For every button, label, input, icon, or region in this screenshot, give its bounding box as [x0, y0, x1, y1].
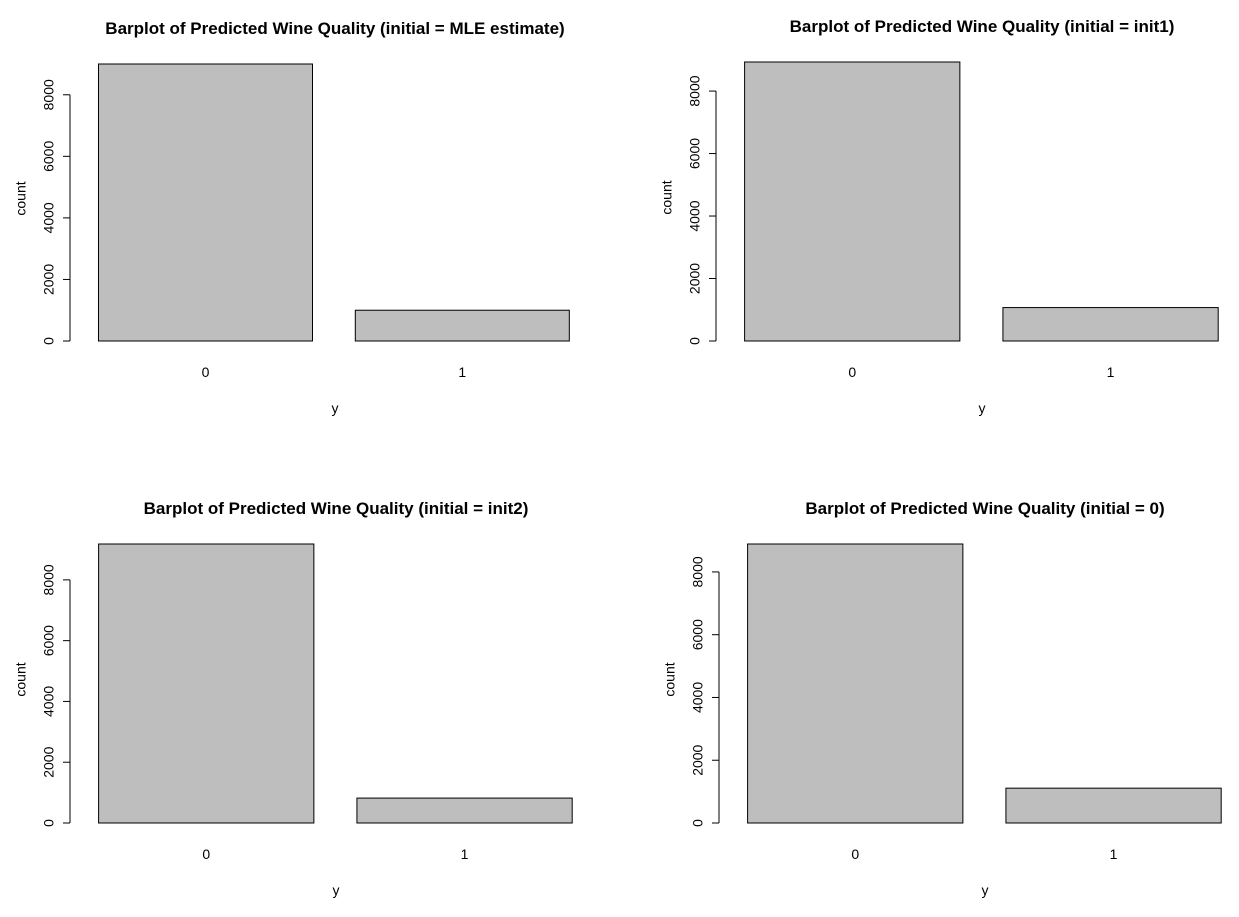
y-tick-label: 4000	[41, 686, 57, 717]
y-tick-label: 8000	[690, 556, 706, 587]
chart-panel-4: Barplot of Predicted Wine Quality (initi…	[662, 499, 1222, 898]
chart-title: Barplot of Predicted Wine Quality (initi…	[805, 499, 1164, 518]
y-axis-label: count	[13, 181, 29, 215]
bar-0	[98, 543, 315, 824]
y-axis-label: count	[13, 662, 29, 696]
bar-1	[1005, 787, 1222, 824]
chart-title: Barplot of Predicted Wine Quality (initi…	[144, 499, 529, 518]
chart-panel-2: Barplot of Predicted Wine Quality (initi…	[659, 17, 1219, 416]
x-axis-label: y	[979, 400, 986, 416]
y-tick-label: 0	[687, 337, 703, 345]
bar-0	[97, 63, 313, 342]
bar-1	[354, 309, 570, 342]
x-tick-label: 0	[202, 364, 210, 380]
bar-0	[747, 543, 964, 824]
chart-panel-3: Barplot of Predicted Wine Quality (initi…	[13, 499, 573, 898]
y-tick-label: 0	[41, 337, 57, 345]
x-tick-label: 0	[851, 846, 859, 862]
chart-title: Barplot of Predicted Wine Quality (initi…	[105, 19, 564, 38]
y-tick-label: 4000	[690, 682, 706, 713]
x-tick-label: 1	[1107, 364, 1115, 380]
y-tick-label: 4000	[41, 202, 57, 233]
y-tick-label: 2000	[690, 744, 706, 775]
x-axis-label: y	[333, 882, 340, 898]
y-tick-label: 4000	[687, 200, 703, 231]
y-tick-label: 8000	[41, 79, 57, 110]
bar-0	[744, 61, 961, 342]
y-tick-label: 6000	[41, 625, 57, 656]
y-tick-label: 2000	[687, 263, 703, 294]
y-tick-label: 2000	[41, 264, 57, 295]
x-tick-label: 1	[461, 846, 469, 862]
bar-1	[356, 797, 573, 824]
y-tick-label: 8000	[41, 564, 57, 595]
y-tick-label: 6000	[690, 619, 706, 650]
y-tick-label: 6000	[41, 141, 57, 172]
x-axis-label: y	[982, 882, 989, 898]
x-tick-label: 0	[202, 846, 210, 862]
y-tick-label: 0	[690, 819, 706, 827]
x-axis-label: y	[332, 400, 339, 416]
bar-1	[1002, 307, 1219, 342]
y-tick-label: 0	[41, 819, 57, 827]
chart-title: Barplot of Predicted Wine Quality (initi…	[790, 17, 1175, 36]
y-axis-label: count	[662, 662, 678, 696]
y-tick-label: 8000	[687, 75, 703, 106]
x-tick-label: 0	[848, 364, 856, 380]
y-tick-label: 6000	[687, 138, 703, 169]
x-tick-label: 1	[1110, 846, 1118, 862]
y-axis-label: count	[659, 180, 675, 214]
x-tick-label: 1	[458, 364, 466, 380]
y-tick-label: 2000	[41, 746, 57, 777]
chart-panel-1: Barplot of Predicted Wine Quality (initi…	[13, 19, 570, 416]
